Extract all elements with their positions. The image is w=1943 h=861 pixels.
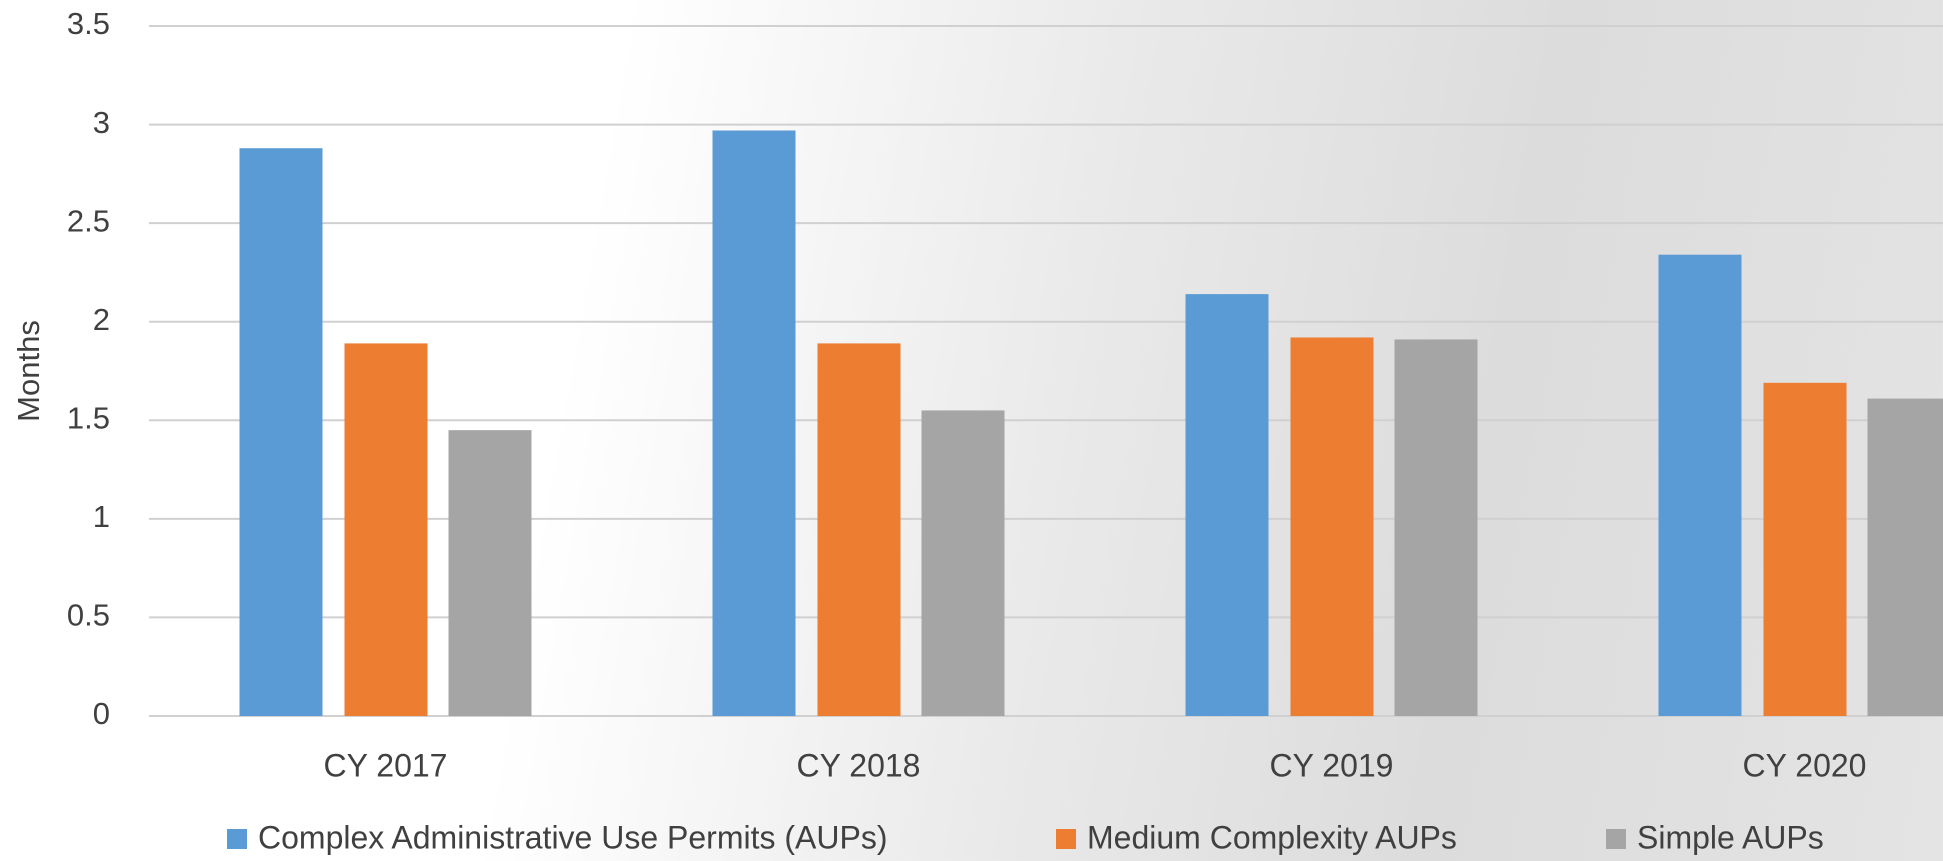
legend-label: Complex Administrative Use Permits (AUPs… <box>258 819 887 855</box>
bar <box>1763 382 1847 716</box>
y-tick-label: 3 <box>93 105 110 140</box>
bar <box>1658 254 1742 716</box>
bar <box>239 148 323 716</box>
bar <box>817 343 901 716</box>
x-tick-label: CY 2018 <box>797 747 921 783</box>
bar <box>712 130 796 716</box>
legend-label: Simple AUPs <box>1637 819 1824 855</box>
bar <box>921 410 1005 716</box>
legend-swatch <box>1056 829 1076 849</box>
bar <box>1185 294 1269 716</box>
x-tick-label: CY 2017 <box>324 747 448 783</box>
bar <box>344 343 428 716</box>
y-tick-label: 0 <box>93 696 110 731</box>
x-tick-label: CY 2020 <box>1743 747 1867 783</box>
y-tick-label: 1.5 <box>67 400 110 435</box>
y-axis-label: Months <box>11 320 46 422</box>
y-tick-label: 0.5 <box>67 598 110 633</box>
legend-label: Medium Complexity AUPs <box>1087 819 1457 855</box>
legend-swatch <box>1606 829 1626 849</box>
bar <box>1394 339 1478 716</box>
bar <box>1290 337 1374 716</box>
y-tick-label: 3.5 <box>67 6 110 41</box>
y-tick-label: 2 <box>93 302 110 337</box>
legend-swatch <box>227 829 247 849</box>
bar <box>1867 398 1943 716</box>
y-tick-label: 1 <box>93 499 110 534</box>
x-tick-label: CY 2019 <box>1270 747 1394 783</box>
bar <box>448 430 532 716</box>
y-tick-label: 2.5 <box>67 203 110 238</box>
